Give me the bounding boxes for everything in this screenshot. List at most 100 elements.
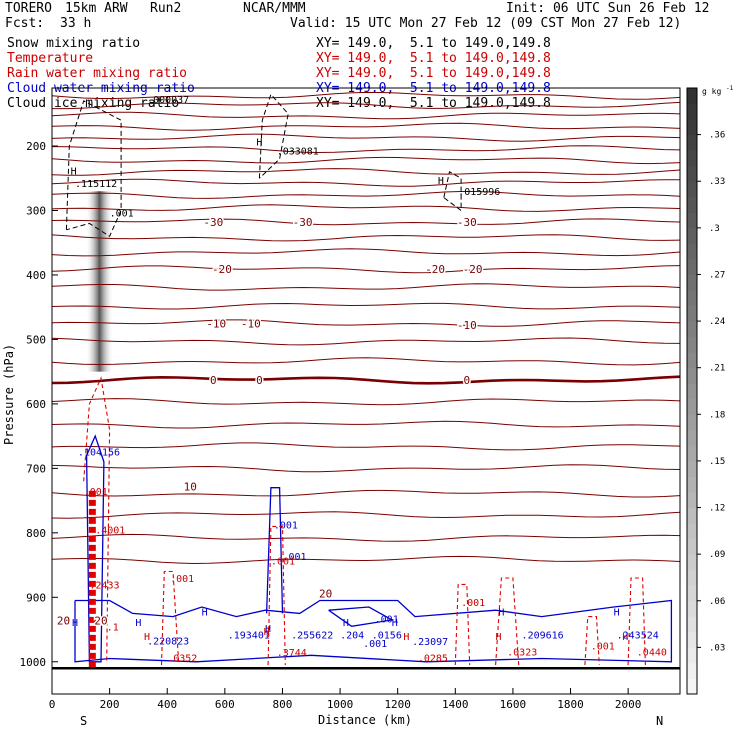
- max-marker: H: [495, 632, 501, 643]
- colorbar-step: [687, 258, 697, 275]
- max-marker: H: [392, 618, 398, 629]
- x-tick-label: 200: [100, 698, 120, 711]
- isotherm-line: [52, 464, 680, 473]
- colorbar-tick-label: .15: [709, 457, 725, 467]
- isotherm-label: 20: [57, 615, 70, 628]
- x-tick-label: 1200: [384, 698, 411, 711]
- isotherm-line: [52, 511, 680, 519]
- isotherm-line: [52, 337, 680, 346]
- org-name: NCAR/MMM: [243, 1, 306, 16]
- contour-value-label: .179549: [369, 70, 411, 81]
- colorbar-step: [687, 134, 697, 151]
- colorbar-step: [687, 150, 697, 167]
- colorbar-step: [687, 227, 697, 244]
- axes: 0 200 400 600 800 1000 1200 1400 1600 1800 2000200…: [20, 140, 642, 711]
- isotherm-line: [52, 218, 680, 226]
- contour-value-label: .23097: [412, 637, 448, 648]
- isotherm-label: -10: [241, 317, 261, 330]
- colorbar-tick-label: .06: [709, 597, 725, 607]
- contour-value-label: .001: [591, 642, 615, 653]
- isotherm-label: -30: [203, 216, 223, 229]
- isotherm-line: [52, 248, 680, 257]
- cloud-water-contour: [265, 487, 284, 614]
- contour-value-label: .001: [170, 574, 194, 585]
- contour-value-label: .255622: [291, 631, 333, 642]
- y-axis-label: Pressure (hPa): [2, 344, 16, 445]
- isotherm-line: [52, 398, 680, 406]
- colorbar-step: [687, 212, 697, 229]
- colorbar-tick-label: .27: [709, 270, 725, 280]
- colorbar-tick-label: .18: [709, 410, 725, 420]
- colorbar-step: [687, 585, 697, 602]
- isotherm-label: -20: [212, 263, 232, 276]
- colorbar-step: [687, 290, 697, 307]
- isotherm-line: [52, 357, 680, 366]
- colorbar-tick-label: .36: [709, 131, 725, 141]
- cloud-ice-contour: [65, 100, 122, 238]
- rain-water-contour: [627, 577, 646, 666]
- max-marker: H: [202, 607, 208, 618]
- colorbar-tick-label: .24: [709, 317, 725, 327]
- contour-value-label: .0225: [254, 65, 284, 76]
- colorbar-step: [687, 274, 697, 291]
- contour-value-label: .0440: [637, 647, 667, 658]
- contour-value-label: .4001: [95, 526, 125, 537]
- isotherm-line: [52, 133, 680, 142]
- colorbar-step: [687, 616, 697, 633]
- colorbar-tick-label: .21: [709, 364, 725, 374]
- colorbar-step: [687, 507, 697, 524]
- endpoint-north: N: [656, 714, 663, 728]
- isotherm-label: -20: [463, 263, 483, 276]
- contour-value-label: .193401: [228, 631, 270, 642]
- colorbar-step: [687, 554, 697, 571]
- x-tick-label: 0: [49, 698, 56, 711]
- forecast-label: Fcst:: [5, 16, 45, 31]
- isotherm-line: [52, 375, 680, 385]
- y-tick-label: 1000: [20, 656, 47, 669]
- rain-water-contour: [160, 570, 180, 666]
- rain-water-contour: [584, 616, 600, 666]
- contour-value-label: .015996: [458, 187, 500, 198]
- contour-value-label: .001: [110, 208, 134, 219]
- plot-frame: [51, 87, 681, 695]
- colorbar-unit: g kg: [702, 87, 721, 96]
- field-xy-rain: XY= 149.0, 5.1 to 149.0,149.8: [316, 66, 551, 81]
- max-marker: H: [256, 138, 262, 149]
- cloud-ice-contour: [443, 171, 462, 212]
- contour-value-label: .209616: [522, 631, 564, 642]
- max-marker: H: [71, 167, 77, 178]
- colorbar-step: [687, 88, 697, 105]
- colorbar-step: [687, 523, 697, 540]
- isotherm-line: [52, 234, 680, 242]
- colorbar-step: [687, 336, 697, 353]
- cloud-ice-contour: [258, 93, 289, 179]
- colorbar-step: [687, 647, 697, 664]
- isotherm-line: [52, 91, 680, 100]
- isotherm-line: [52, 101, 680, 110]
- colorbar-tick-label: .03: [709, 643, 725, 653]
- contour-value-label: .0352: [167, 653, 197, 664]
- contour-value-label: .115112: [75, 179, 117, 190]
- x-tick-label: 1000: [327, 698, 354, 711]
- colorbar-step: [687, 103, 697, 120]
- contour-value-label: .0323: [507, 647, 537, 658]
- y-tick-label: 500: [26, 333, 46, 346]
- colorbar-step: [687, 492, 697, 509]
- contour-value-label: .243524: [617, 631, 659, 642]
- colorbar-step: [687, 165, 697, 182]
- field-name-temperature: Temperature: [7, 51, 94, 66]
- endpoint-south: S: [80, 714, 87, 728]
- contour-value-label: .001: [274, 520, 298, 531]
- isotherm-line: [52, 191, 680, 199]
- colorbar-step: [687, 398, 697, 415]
- isotherm-line: [52, 319, 680, 327]
- colorbar-step: [687, 429, 697, 446]
- colorbar-tick-label: .09: [709, 550, 725, 560]
- colorbar-step: [687, 460, 697, 477]
- contour-value-label: .179191: [464, 70, 506, 81]
- model-name: TORERO: [5, 1, 52, 16]
- isotherm-line: [52, 145, 680, 154]
- colorbar-step: [687, 352, 697, 369]
- isotherm-line: [52, 178, 680, 187]
